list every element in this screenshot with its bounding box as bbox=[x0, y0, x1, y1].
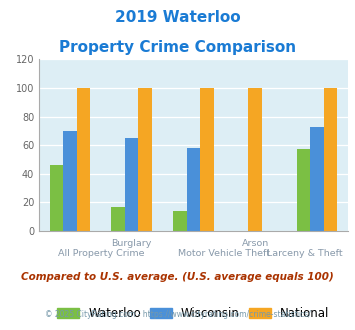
Bar bbox=[125, 138, 138, 231]
Bar bbox=[187, 148, 200, 231]
Bar bbox=[77, 88, 90, 231]
Text: © 2025 CityRating.com - https://www.cityrating.com/crime-statistics/: © 2025 CityRating.com - https://www.city… bbox=[45, 310, 310, 319]
Bar bbox=[50, 165, 63, 231]
Text: Arson: Arson bbox=[242, 239, 269, 248]
Text: Larceny & Theft: Larceny & Theft bbox=[267, 249, 343, 258]
Bar bbox=[200, 88, 214, 231]
Bar bbox=[324, 88, 337, 231]
Text: Compared to U.S. average. (U.S. average equals 100): Compared to U.S. average. (U.S. average … bbox=[21, 272, 334, 282]
Text: Burglary: Burglary bbox=[111, 239, 152, 248]
Bar bbox=[138, 88, 152, 231]
Bar bbox=[310, 127, 324, 231]
Bar bbox=[248, 88, 262, 231]
Text: Property Crime Comparison: Property Crime Comparison bbox=[59, 40, 296, 54]
Text: Motor Vehicle Theft: Motor Vehicle Theft bbox=[178, 249, 271, 258]
Legend: Waterloo, Wisconsin, National: Waterloo, Wisconsin, National bbox=[53, 302, 334, 325]
Bar bbox=[111, 207, 125, 231]
Bar bbox=[297, 149, 310, 231]
Text: All Property Crime: All Property Crime bbox=[58, 249, 144, 258]
Text: 2019 Waterloo: 2019 Waterloo bbox=[115, 10, 240, 25]
Bar bbox=[173, 211, 187, 231]
Bar bbox=[63, 131, 77, 231]
